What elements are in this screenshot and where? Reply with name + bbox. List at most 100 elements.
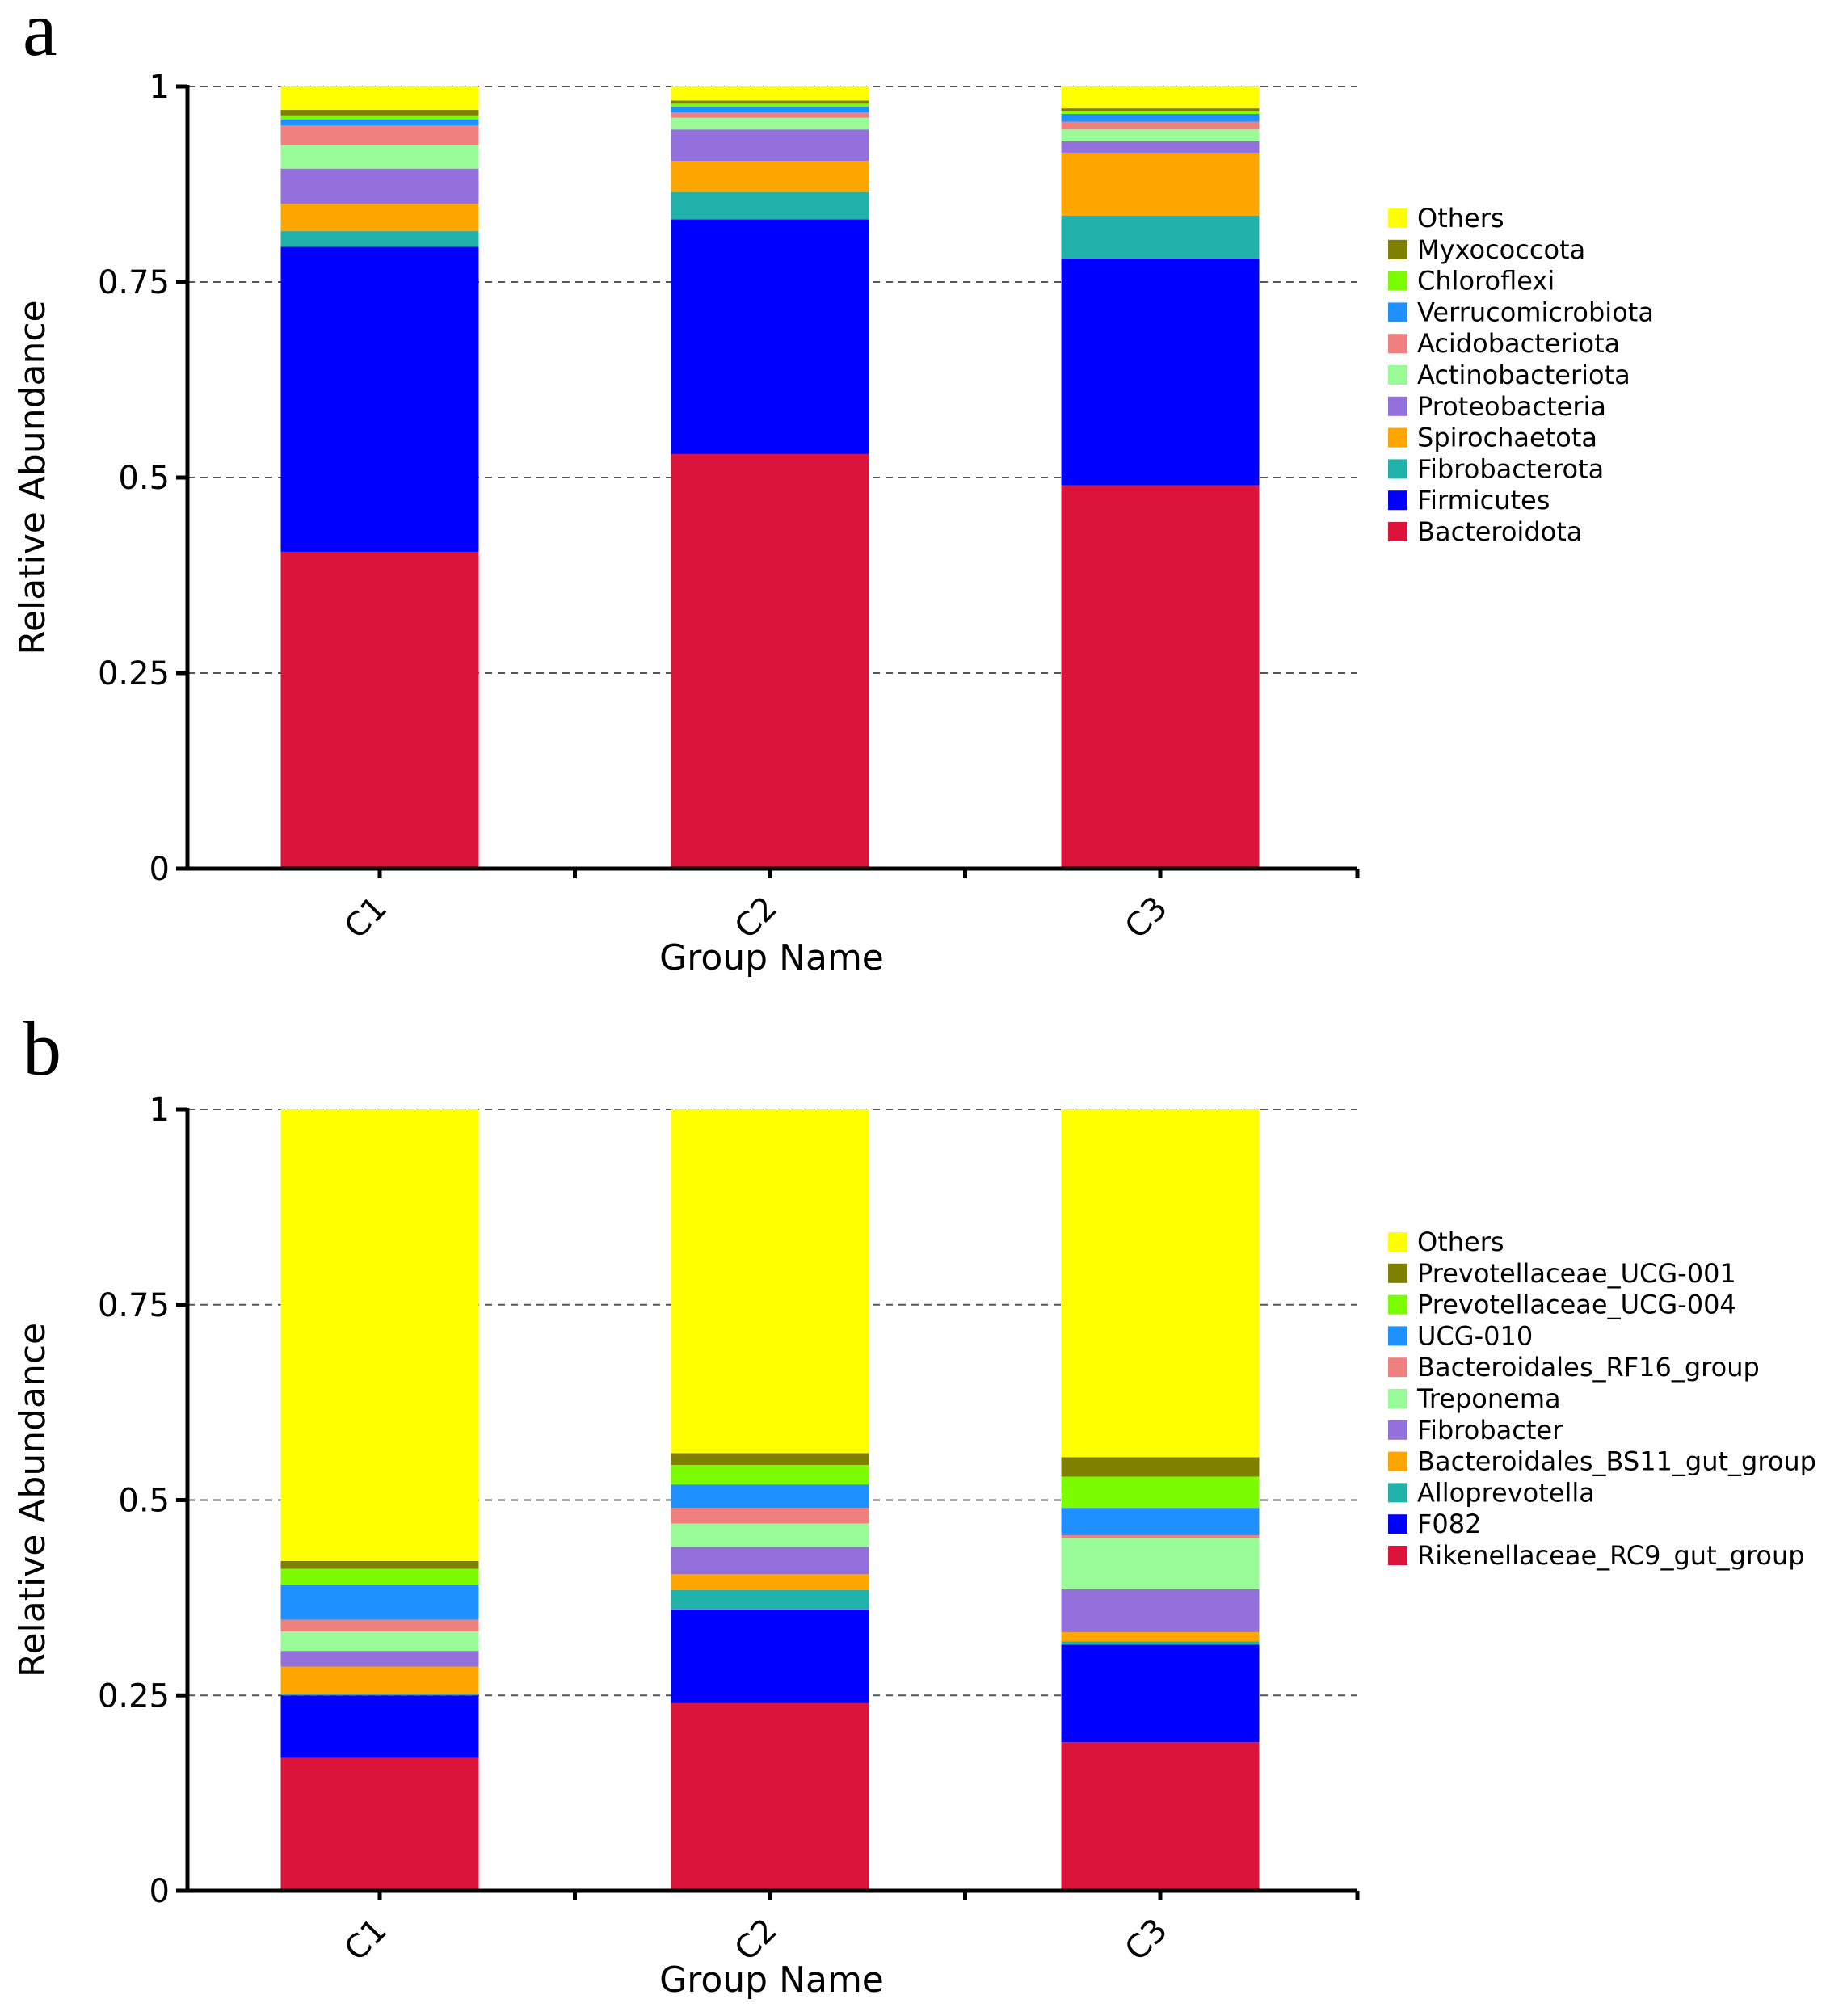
legend: OthersMyxococcotaChloroflexiVerrucomicro… [1388, 203, 1654, 547]
bar-segment-c2-others [671, 86, 869, 101]
y-tick-label: 0.25 [98, 655, 170, 692]
bar-segment-c1-others [280, 86, 479, 111]
bar-segment-c3-ucg-010 [1061, 1508, 1260, 1536]
legend-item: Acidobacteriota [1388, 328, 1620, 359]
bar-segment-c1-treponema [280, 1631, 479, 1652]
y-tick-label: 1 [149, 1092, 170, 1129]
bar-segment-c3-bacteroidota [1061, 485, 1260, 869]
bar-segment-c2-acidobacteriota [671, 112, 869, 118]
legend-item: Others [1388, 1227, 1504, 1257]
bar-segment-c1-proteobacteria [280, 168, 479, 204]
legend-swatch [1388, 459, 1407, 479]
y-axis-title: Relative Abundance [12, 300, 53, 654]
y-tick-label: 1 [149, 69, 170, 106]
legend-item: Rikenellaceae_RC9_gut_group [1388, 1540, 1805, 1571]
legend-item: Fibrobacter [1388, 1415, 1563, 1446]
bar-segment-c3-chloroflexi [1061, 111, 1260, 114]
legend-swatch [1388, 1420, 1407, 1440]
bar-segment-c1-actinobacteriota [280, 145, 479, 169]
panel-label: b [23, 1005, 61, 1092]
legend-swatch [1388, 1451, 1407, 1471]
legend-label: Acidobacteriota [1417, 328, 1620, 359]
legend-swatch [1388, 365, 1407, 385]
bar-segment-c1-myxococcota [280, 110, 479, 116]
legend-swatch [1388, 1326, 1407, 1346]
legend-label: Others [1417, 1227, 1504, 1257]
y-tick-label: 0.75 [98, 264, 170, 301]
y-tick-label: 0.75 [98, 1287, 170, 1324]
bar-segment-c2-others [671, 1109, 869, 1454]
bar-segment-c2-bacteroidales_bs11_gut_group [671, 1574, 869, 1590]
legend-swatch [1388, 1294, 1407, 1315]
bar-segment-c3-acidobacteriota [1061, 121, 1260, 130]
bar-segment-c3-bacteroidales_rf16_group [1061, 1535, 1260, 1538]
bar-segment-c2-prevotellaceae_ucg-001 [671, 1453, 869, 1465]
bar-segment-c1-others [280, 1109, 479, 1561]
bar-segment-c2-treponema [671, 1523, 869, 1547]
panel-label: a [23, 0, 57, 72]
bar-segment-c3-firmicutes [1061, 258, 1260, 486]
bar-segment-c2-alloprevotella [671, 1589, 869, 1610]
bar-segment-c2-myxococcota [671, 100, 869, 104]
bar-segment-c3-others [1061, 86, 1260, 109]
legend-swatch [1388, 1483, 1407, 1503]
bar-segment-c3-fibrobacterota [1061, 215, 1260, 259]
bar-segment-c1-alloprevotella [280, 1694, 479, 1696]
legend-label: Prevotellaceae_UCG-004 [1417, 1290, 1736, 1320]
y-tick-label: 0.5 [118, 460, 170, 497]
bar-segment-c2-bacteroidota [671, 453, 869, 869]
x-tick-label: C1 [338, 1912, 394, 1968]
legend-label: Proteobacteria [1417, 391, 1606, 422]
legend-swatch [1388, 427, 1407, 448]
legend-item: Bacteroidota [1388, 516, 1582, 547]
bar-segment-c1-f082 [280, 1695, 479, 1758]
legend-swatch [1388, 490, 1407, 511]
bar-segment-c1-acidobacteriota [280, 125, 479, 145]
y-tick-label: 0 [149, 851, 170, 888]
bar-segment-c1-prevotellaceae_ucg-004 [280, 1568, 479, 1585]
bar-segment-c3-rikenellaceae_rc9_gut_group [1061, 1742, 1260, 1891]
legend-item: Others [1388, 203, 1504, 234]
legend-item: Proteobacteria [1388, 391, 1606, 422]
x-tick-label: C3 [1118, 890, 1175, 946]
bar-segment-c1-spirochaetota [280, 204, 479, 232]
legend-item: Bacteroidales_RF16_group [1388, 1352, 1760, 1383]
bar-segment-c1-ucg-010 [280, 1584, 479, 1620]
legend-item: Bacteroidales_BS11_gut_group [1388, 1446, 1816, 1477]
legend-label: Rikenellaceae_RC9_gut_group [1417, 1540, 1805, 1571]
legend-swatch [1388, 1389, 1407, 1408]
bar-segment-c1-bacteroidales_rf16_group [280, 1619, 479, 1631]
bar-segment-c3-fibrobacter [1061, 1589, 1260, 1632]
legend-item: Chloroflexi [1388, 266, 1555, 297]
legend-swatch [1388, 1357, 1407, 1378]
legend-label: Alloprevotella [1417, 1477, 1595, 1508]
bar-segment-c2-f082 [671, 1609, 869, 1703]
legend-label: Firmicutes [1417, 485, 1550, 516]
legend-label: Bacteroidota [1417, 516, 1582, 547]
x-tick-label: C1 [338, 890, 394, 946]
legend-swatch [1388, 302, 1407, 322]
bar-segment-c1-fibrobacter [280, 1651, 479, 1667]
bar-segment-c3-proteobacteria [1061, 141, 1260, 154]
legend-item: Prevotellaceae_UCG-004 [1388, 1290, 1736, 1320]
legend-label: Myxococcota [1417, 234, 1585, 265]
legend-swatch [1388, 334, 1407, 354]
legend-item: Alloprevotella [1388, 1477, 1595, 1508]
legend: OthersPrevotellaceae_UCG-001Prevotellace… [1388, 1227, 1816, 1571]
bar-segment-c3-myxococcota [1061, 108, 1260, 112]
legend-item: Firmicutes [1388, 485, 1550, 516]
legend-label: Treponema [1416, 1383, 1561, 1414]
bar-segment-c1-bacteroidota [280, 551, 479, 869]
bar-segment-c1-bacteroidales_bs11_gut_group [280, 1666, 479, 1694]
bar-segment-c3-alloprevotella [1061, 1641, 1260, 1645]
legend-item: Prevotellaceae_UCG-001 [1388, 1258, 1736, 1289]
x-tick-label: C3 [1118, 1912, 1175, 1968]
bar-segment-c2-chloroflexi [671, 103, 869, 107]
bar-segment-c1-verrucomicrobiota [280, 119, 479, 126]
bar-segment-c1-firmicutes [280, 246, 479, 552]
legend-label: Others [1417, 203, 1504, 234]
bar-segment-c3-prevotellaceae_ucg-001 [1061, 1457, 1260, 1477]
bar-segment-c1-fibrobacterota [280, 231, 479, 247]
bar-segment-c1-rikenellaceae_rc9_gut_group [280, 1757, 479, 1891]
